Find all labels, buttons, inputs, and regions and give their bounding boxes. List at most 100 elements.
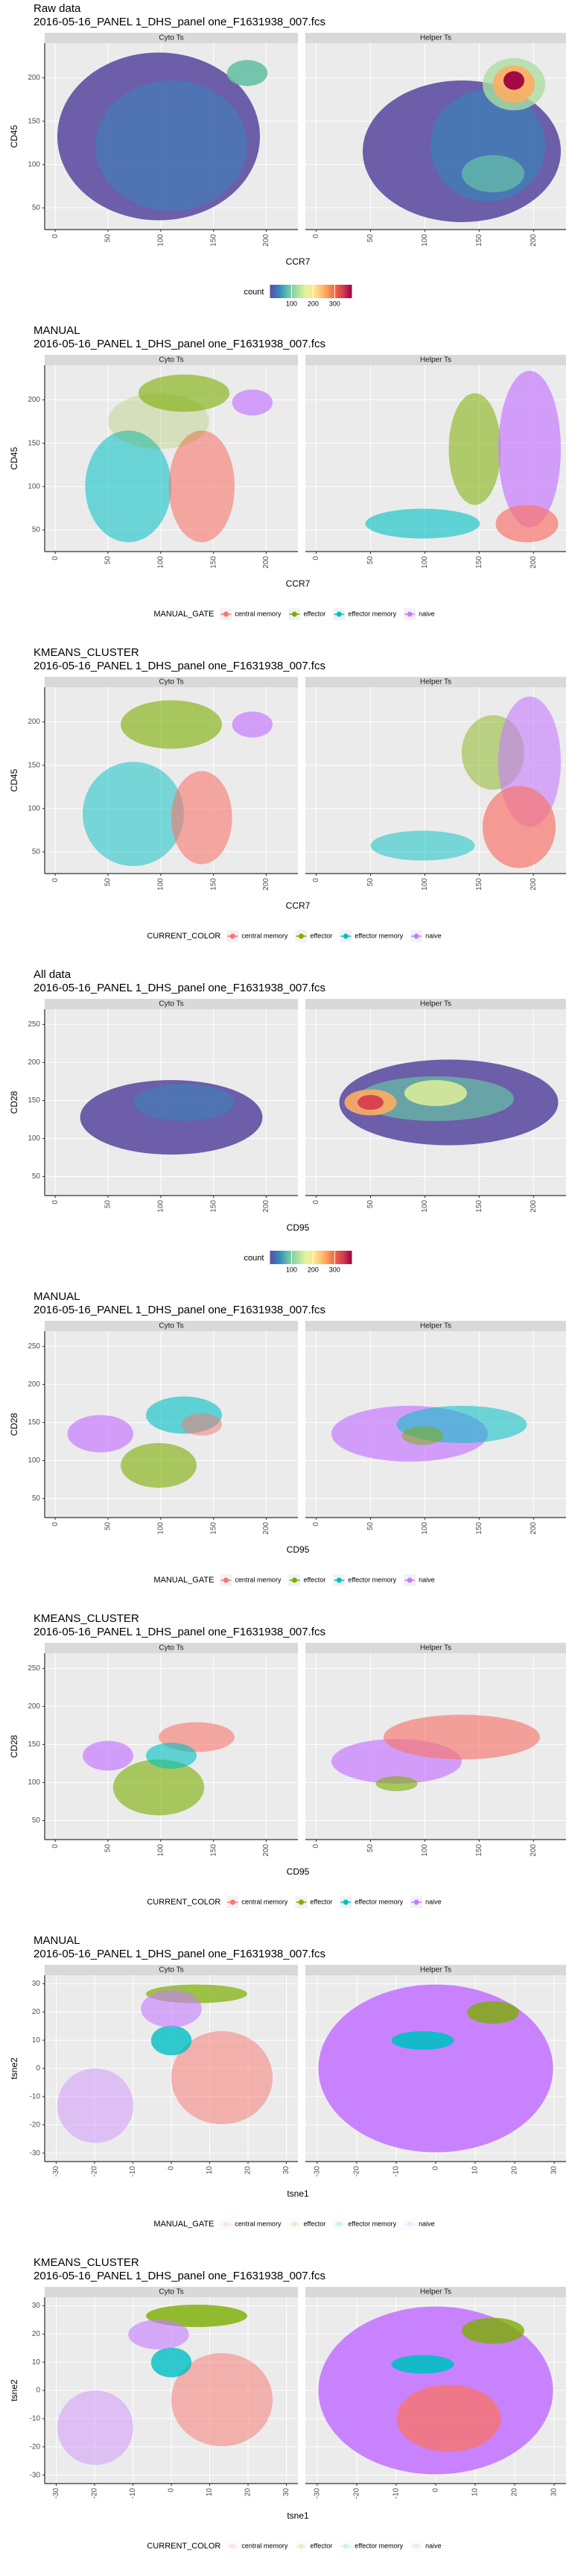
legend-key xyxy=(220,2218,232,2230)
x-tick-label: 150 xyxy=(209,1522,217,1535)
legend-title: CURRENT_COLOR xyxy=(147,2542,220,2551)
plot-title: KMEANS_CLUSTER xyxy=(34,646,139,659)
point-cloud xyxy=(232,389,273,416)
legend-label: naive xyxy=(419,610,435,617)
x-tick-label: 200 xyxy=(262,878,270,891)
legend-label: effector memory xyxy=(355,1898,403,1905)
x-tick-label: 0 xyxy=(312,1844,320,1849)
legend-label: effector xyxy=(310,1898,332,1905)
y-tick-label: 50 xyxy=(32,848,41,856)
y-tick-label: 250 xyxy=(28,1342,40,1351)
colorbar-label: 100 xyxy=(286,1266,297,1273)
y-tick-label: 30 xyxy=(32,2302,41,2310)
x-tick-label: 100 xyxy=(421,878,429,891)
x-tick-label: 0 xyxy=(51,1844,60,1849)
x-tick-label: 0 xyxy=(168,2166,176,2171)
legend-title: CURRENT_COLOR xyxy=(147,1898,220,1907)
x-tick-label: 50 xyxy=(366,1200,375,1209)
legend-label: central memory xyxy=(241,1898,288,1905)
x-axis-title: CD95 xyxy=(287,1866,310,1877)
legend-label: naive xyxy=(425,932,442,939)
legend-key-bg xyxy=(410,2540,423,2552)
point-cloud-group xyxy=(57,1984,273,2143)
x-tick-label: 0 xyxy=(51,234,60,239)
strip xyxy=(45,33,298,43)
legend-key-dot xyxy=(343,1899,349,1905)
x-tick-label: 30 xyxy=(550,2488,559,2497)
legend-key xyxy=(226,930,239,942)
x-tick-label: 200 xyxy=(262,234,270,247)
y-tick-label: 100 xyxy=(28,160,40,168)
point-cloud-group xyxy=(331,1406,527,1462)
legend-key-dot xyxy=(336,2221,342,2227)
y-tick-label: 100 xyxy=(28,482,40,490)
legend-title: MANUAL_GATE xyxy=(153,1576,214,1585)
point-cloud xyxy=(365,508,480,539)
point-cloud-group xyxy=(339,1059,559,1146)
y-tick-label: 10 xyxy=(32,2036,41,2045)
point-cloud xyxy=(95,80,247,211)
x-tick-label: 0 xyxy=(312,234,320,239)
y-tick-label: 150 xyxy=(28,1418,40,1427)
point-cloud xyxy=(171,771,232,865)
x-axis-title: tsne1 xyxy=(287,2188,309,2199)
legend-label: naive xyxy=(419,1576,435,1583)
y-tick-label: 20 xyxy=(32,2330,41,2338)
x-tick-label: 50 xyxy=(366,1844,375,1853)
y-tick-label: 150 xyxy=(28,761,40,769)
plot-title: Raw data xyxy=(34,2,81,15)
legend-key-dot xyxy=(298,2543,304,2549)
legend-key xyxy=(295,930,308,942)
strip xyxy=(45,999,298,1009)
point-cloud xyxy=(150,2347,192,2378)
plot-subtitle: 2016-05-16_PANEL 1_DHS_panel one_F163193… xyxy=(34,1948,325,1960)
point-cloud xyxy=(181,1413,222,1436)
strip xyxy=(305,33,566,43)
point-cloud xyxy=(495,505,559,543)
x-tick-label: 200 xyxy=(530,1844,538,1857)
y-tick-label: 50 xyxy=(32,526,41,534)
x-tick-label: 50 xyxy=(366,234,375,243)
strip xyxy=(305,1321,566,1331)
x-tick-label: 150 xyxy=(475,878,483,891)
x-tick-label: -20 xyxy=(353,2488,361,2499)
y-tick-label: 250 xyxy=(28,1664,40,1673)
legend-key-bg xyxy=(404,2218,416,2230)
y-tick-label: 150 xyxy=(28,117,40,125)
x-tick-label: 200 xyxy=(530,1522,538,1535)
y-tick-label: 50 xyxy=(32,1816,41,1825)
x-tick-label: 0 xyxy=(51,878,60,883)
x-tick-label: 100 xyxy=(421,1522,429,1535)
x-tick-label: 100 xyxy=(156,1200,165,1213)
plot-subtitle: 2016-05-16_PANEL 1_DHS_panel one_F163193… xyxy=(34,2270,325,2282)
x-tick-label: 200 xyxy=(530,1200,538,1213)
colorbar-label: 200 xyxy=(308,1266,319,1273)
point-cloud xyxy=(462,2317,524,2344)
legend-key-dot xyxy=(223,1577,229,1583)
y-tick-label: 10 xyxy=(32,2358,41,2367)
x-tick-label: 50 xyxy=(366,1522,375,1531)
x-tick-label: -10 xyxy=(129,2166,137,2177)
point-cloud xyxy=(168,430,235,543)
x-tick-label: 10 xyxy=(471,2166,480,2175)
legend-key-bg xyxy=(295,2540,308,2552)
point-cloud-group xyxy=(85,374,273,543)
legend-label: effector xyxy=(303,2220,325,2227)
legend-key-dot xyxy=(298,933,304,939)
legend-key-dot xyxy=(336,1577,342,1583)
point-cloud xyxy=(108,393,209,449)
legend-key xyxy=(226,1896,239,1908)
legend-key-dot xyxy=(291,611,297,617)
facet-label: Helper Ts xyxy=(420,1322,451,1330)
point-cloud-group xyxy=(80,1080,263,1155)
legend-label: effector xyxy=(310,932,332,939)
point-cloud xyxy=(121,700,222,749)
point-cloud xyxy=(401,1426,444,1445)
y-axis-title: tsne2 xyxy=(9,2379,19,2402)
facet-label: Helper Ts xyxy=(420,356,451,364)
